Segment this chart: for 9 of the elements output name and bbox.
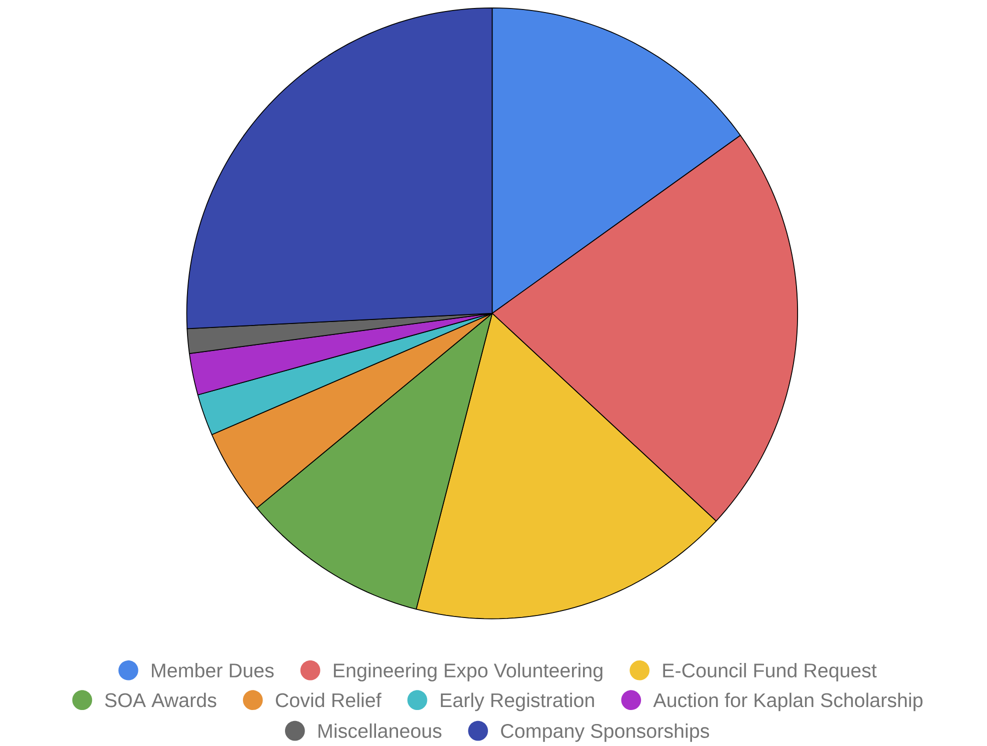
legend-label: E-Council Fund Request — [663, 663, 877, 682]
legend-label: Engineering Expo Volunteering — [334, 663, 602, 682]
legend-label: Early Registration — [440, 692, 594, 712]
legend-label: SOA Awards — [105, 692, 216, 708]
legend-label: Miscellaneous — [318, 724, 442, 738]
legend-label: Member Dues — [152, 663, 274, 678]
legend-label: Covid Relief — [276, 692, 382, 708]
legend-label: Auction for Kaplan Scholarship — [653, 692, 922, 712]
legend-label: Company Sponsorships — [501, 724, 710, 742]
